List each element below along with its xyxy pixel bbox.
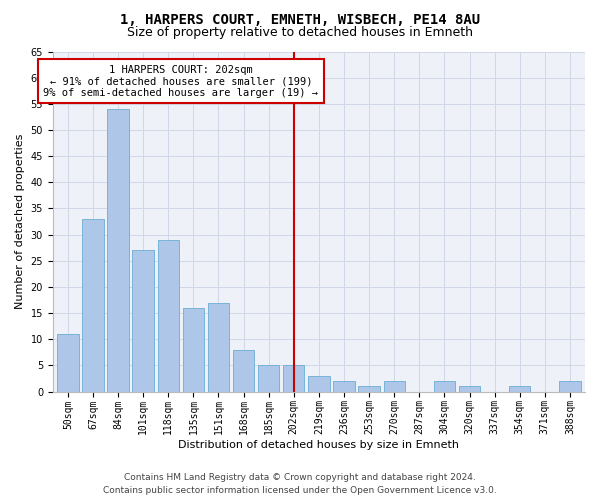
- Bar: [358, 386, 380, 392]
- Text: 1 HARPERS COURT: 202sqm
← 91% of detached houses are smaller (199)
9% of semi-de: 1 HARPERS COURT: 202sqm ← 91% of detache…: [43, 64, 319, 98]
- Bar: [233, 350, 254, 392]
- Bar: [334, 381, 355, 392]
- Bar: [509, 386, 530, 392]
- Bar: [258, 366, 280, 392]
- Bar: [308, 376, 329, 392]
- Bar: [434, 381, 455, 392]
- Text: Contains HM Land Registry data © Crown copyright and database right 2024.
Contai: Contains HM Land Registry data © Crown c…: [103, 474, 497, 495]
- X-axis label: Distribution of detached houses by size in Emneth: Distribution of detached houses by size …: [178, 440, 460, 450]
- Bar: [107, 109, 129, 392]
- Bar: [158, 240, 179, 392]
- Bar: [133, 250, 154, 392]
- Text: 1, HARPERS COURT, EMNETH, WISBECH, PE14 8AU: 1, HARPERS COURT, EMNETH, WISBECH, PE14 …: [120, 12, 480, 26]
- Bar: [383, 381, 405, 392]
- Bar: [182, 308, 204, 392]
- Text: Size of property relative to detached houses in Emneth: Size of property relative to detached ho…: [127, 26, 473, 39]
- Bar: [559, 381, 581, 392]
- Bar: [57, 334, 79, 392]
- Bar: [459, 386, 480, 392]
- Bar: [82, 219, 104, 392]
- Bar: [208, 302, 229, 392]
- Bar: [283, 366, 304, 392]
- Y-axis label: Number of detached properties: Number of detached properties: [15, 134, 25, 309]
